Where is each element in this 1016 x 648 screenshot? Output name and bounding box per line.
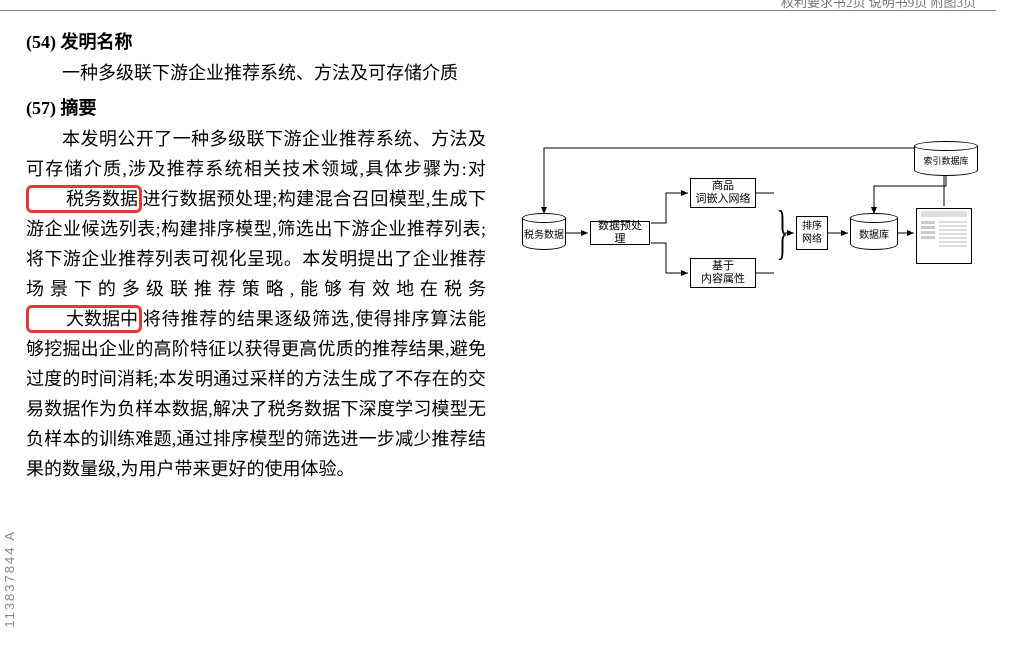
diagram-column: 税务数据 数据预处理 商品 词嵌入网络 基于 内容属性 } 排序 网络 数据库 …: [516, 28, 986, 328]
abstract-pre1: 本发明公开了一种多级联下游企业推荐系统、方法及可存储介质,涉及推荐系统相关技术领…: [26, 129, 486, 179]
abstract-post: 将待推荐的结果逐级筛选,使得排序算法能够挖掘出企业的高阶特征以获得更高优质的推荐…: [26, 309, 486, 479]
highlight-2: 大数据中: [26, 305, 142, 333]
node-rank-net: 排序 网络: [796, 216, 828, 250]
node-tax-data: 税务数据: [522, 218, 566, 250]
node-index-db: 索引数据库: [914, 146, 978, 176]
node-result: [916, 208, 972, 264]
invention-title: 一种多级联下游企业推荐系统、方法及可存储介质: [26, 58, 486, 88]
flowchart-diagram: 税务数据 数据预处理 商品 词嵌入网络 基于 内容属性 } 排序 网络 数据库 …: [516, 128, 986, 328]
section-54-label: (54) 发明名称: [26, 28, 486, 54]
highlight-1: 税务数据: [26, 185, 142, 213]
node-word-embed: 商品 词嵌入网络: [690, 178, 756, 208]
side-doc-number: 113837844 A: [2, 530, 17, 628]
header-top-right: 权利要求书2页 说明书9页 附图3页: [781, 0, 976, 11]
node-database: 数据库: [850, 218, 898, 250]
abstract-body: 本发明公开了一种多级联下游企业推荐系统、方法及可存储介质,涉及推荐系统相关技术领…: [26, 124, 486, 484]
left-text-column: (54) 发明名称 一种多级联下游企业推荐系统、方法及可存储介质 (57) 摘要…: [26, 28, 486, 484]
bracket-icon: }: [777, 202, 789, 262]
node-content-attr: 基于 内容属性: [690, 258, 756, 288]
node-preprocess: 数据预处理: [590, 221, 650, 245]
section-57-label: (57) 摘要: [26, 94, 486, 120]
